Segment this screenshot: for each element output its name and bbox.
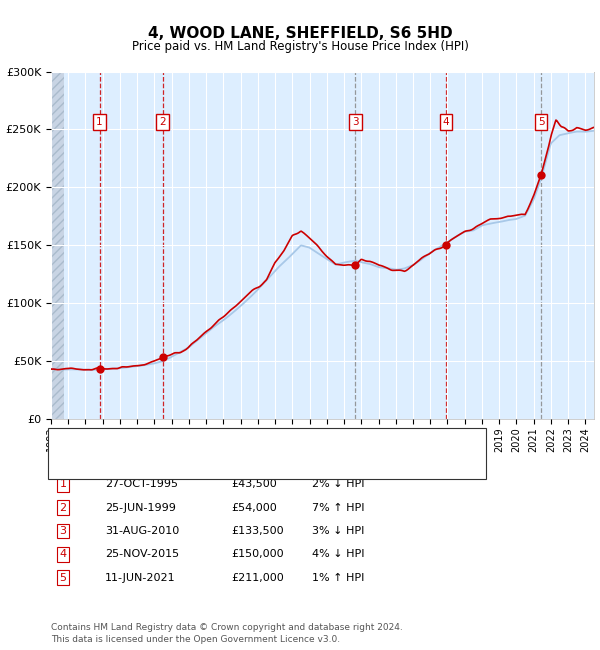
Text: £43,500: £43,500: [231, 479, 277, 489]
Text: 1: 1: [59, 479, 67, 489]
Text: £150,000: £150,000: [231, 549, 284, 560]
Text: 4% ↓ HPI: 4% ↓ HPI: [312, 549, 365, 560]
Text: 11-JUN-2021: 11-JUN-2021: [105, 573, 176, 583]
Text: 31-AUG-2010: 31-AUG-2010: [105, 526, 179, 536]
Text: 4: 4: [442, 117, 449, 127]
Text: 1% ↑ HPI: 1% ↑ HPI: [312, 573, 364, 583]
Text: 2% ↓ HPI: 2% ↓ HPI: [312, 479, 365, 489]
Text: Contains HM Land Registry data © Crown copyright and database right 2024.: Contains HM Land Registry data © Crown c…: [51, 623, 403, 632]
Text: 4, WOOD LANE, SHEFFIELD, S6 5HD (semi-detached house): 4, WOOD LANE, SHEFFIELD, S6 5HD (semi-de…: [86, 439, 396, 449]
Text: 3: 3: [59, 526, 67, 536]
Text: 3% ↓ HPI: 3% ↓ HPI: [312, 526, 364, 536]
Text: This data is licensed under the Open Government Licence v3.0.: This data is licensed under the Open Gov…: [51, 634, 340, 644]
Text: HPI: Average price, semi-detached house, Sheffield: HPI: Average price, semi-detached house,…: [86, 460, 353, 470]
Text: 7% ↑ HPI: 7% ↑ HPI: [312, 502, 365, 513]
Text: Price paid vs. HM Land Registry's House Price Index (HPI): Price paid vs. HM Land Registry's House …: [131, 40, 469, 53]
Text: 4, WOOD LANE, SHEFFIELD, S6 5HD: 4, WOOD LANE, SHEFFIELD, S6 5HD: [148, 26, 452, 41]
Text: £54,000: £54,000: [231, 502, 277, 513]
Text: 2: 2: [59, 502, 67, 513]
Bar: [51, 72, 64, 419]
Text: £211,000: £211,000: [231, 573, 284, 583]
Text: 1: 1: [96, 117, 103, 127]
Text: 3: 3: [352, 117, 359, 127]
Text: 27-OCT-1995: 27-OCT-1995: [105, 479, 178, 489]
Text: 5: 5: [538, 117, 545, 127]
Text: 25-NOV-2015: 25-NOV-2015: [105, 549, 179, 560]
Text: £133,500: £133,500: [231, 526, 284, 536]
Text: 2: 2: [160, 117, 166, 127]
Text: 4: 4: [59, 549, 67, 560]
Text: 25-JUN-1999: 25-JUN-1999: [105, 502, 176, 513]
Text: 5: 5: [59, 573, 67, 583]
